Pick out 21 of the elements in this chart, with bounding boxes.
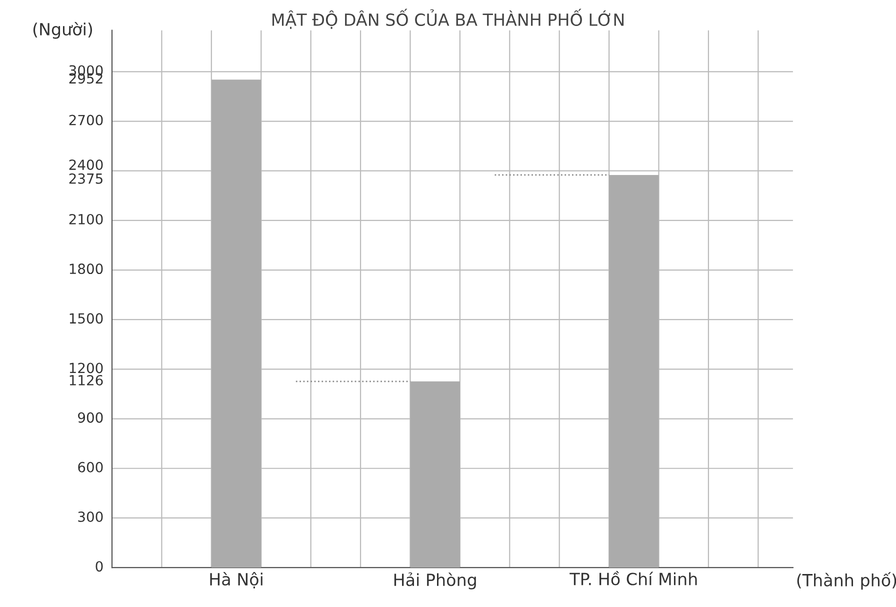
x-tick-label: Hà Nội: [210, 572, 262, 588]
y-tick-label: 2100: [69, 214, 103, 224]
y-tick-label: 2375: [69, 173, 102, 184]
y-tick-label: 2400: [69, 160, 103, 170]
y-tick-label: 1500: [70, 313, 103, 324]
x-tick-label: Hải Phòng: [394, 572, 476, 590]
y-tick-label: 1200: [70, 362, 103, 374]
y-tick-label: 0: [96, 561, 103, 572]
y-tick-label: 600: [78, 462, 103, 472]
bar: [211, 80, 262, 568]
y-tick-label: 2700: [69, 114, 103, 126]
chart-title: MẬT ĐỘ DÂN SỐ CỦA BA THÀNH PHỐ LỚN: [272, 8, 624, 29]
x-tick-label: TP. Hồ Chí Minh: [570, 570, 697, 586]
x-axis-title: (Thành phố): [797, 572, 896, 590]
bar: [410, 381, 460, 568]
y-axis-title: (Người): [33, 22, 92, 39]
y-tick-label: 1800: [70, 264, 103, 274]
y-tick-label: 900: [78, 412, 103, 423]
bar: [609, 174, 659, 568]
y-tick-label: 1126: [70, 374, 103, 386]
y-tick-label: 300: [78, 511, 103, 522]
